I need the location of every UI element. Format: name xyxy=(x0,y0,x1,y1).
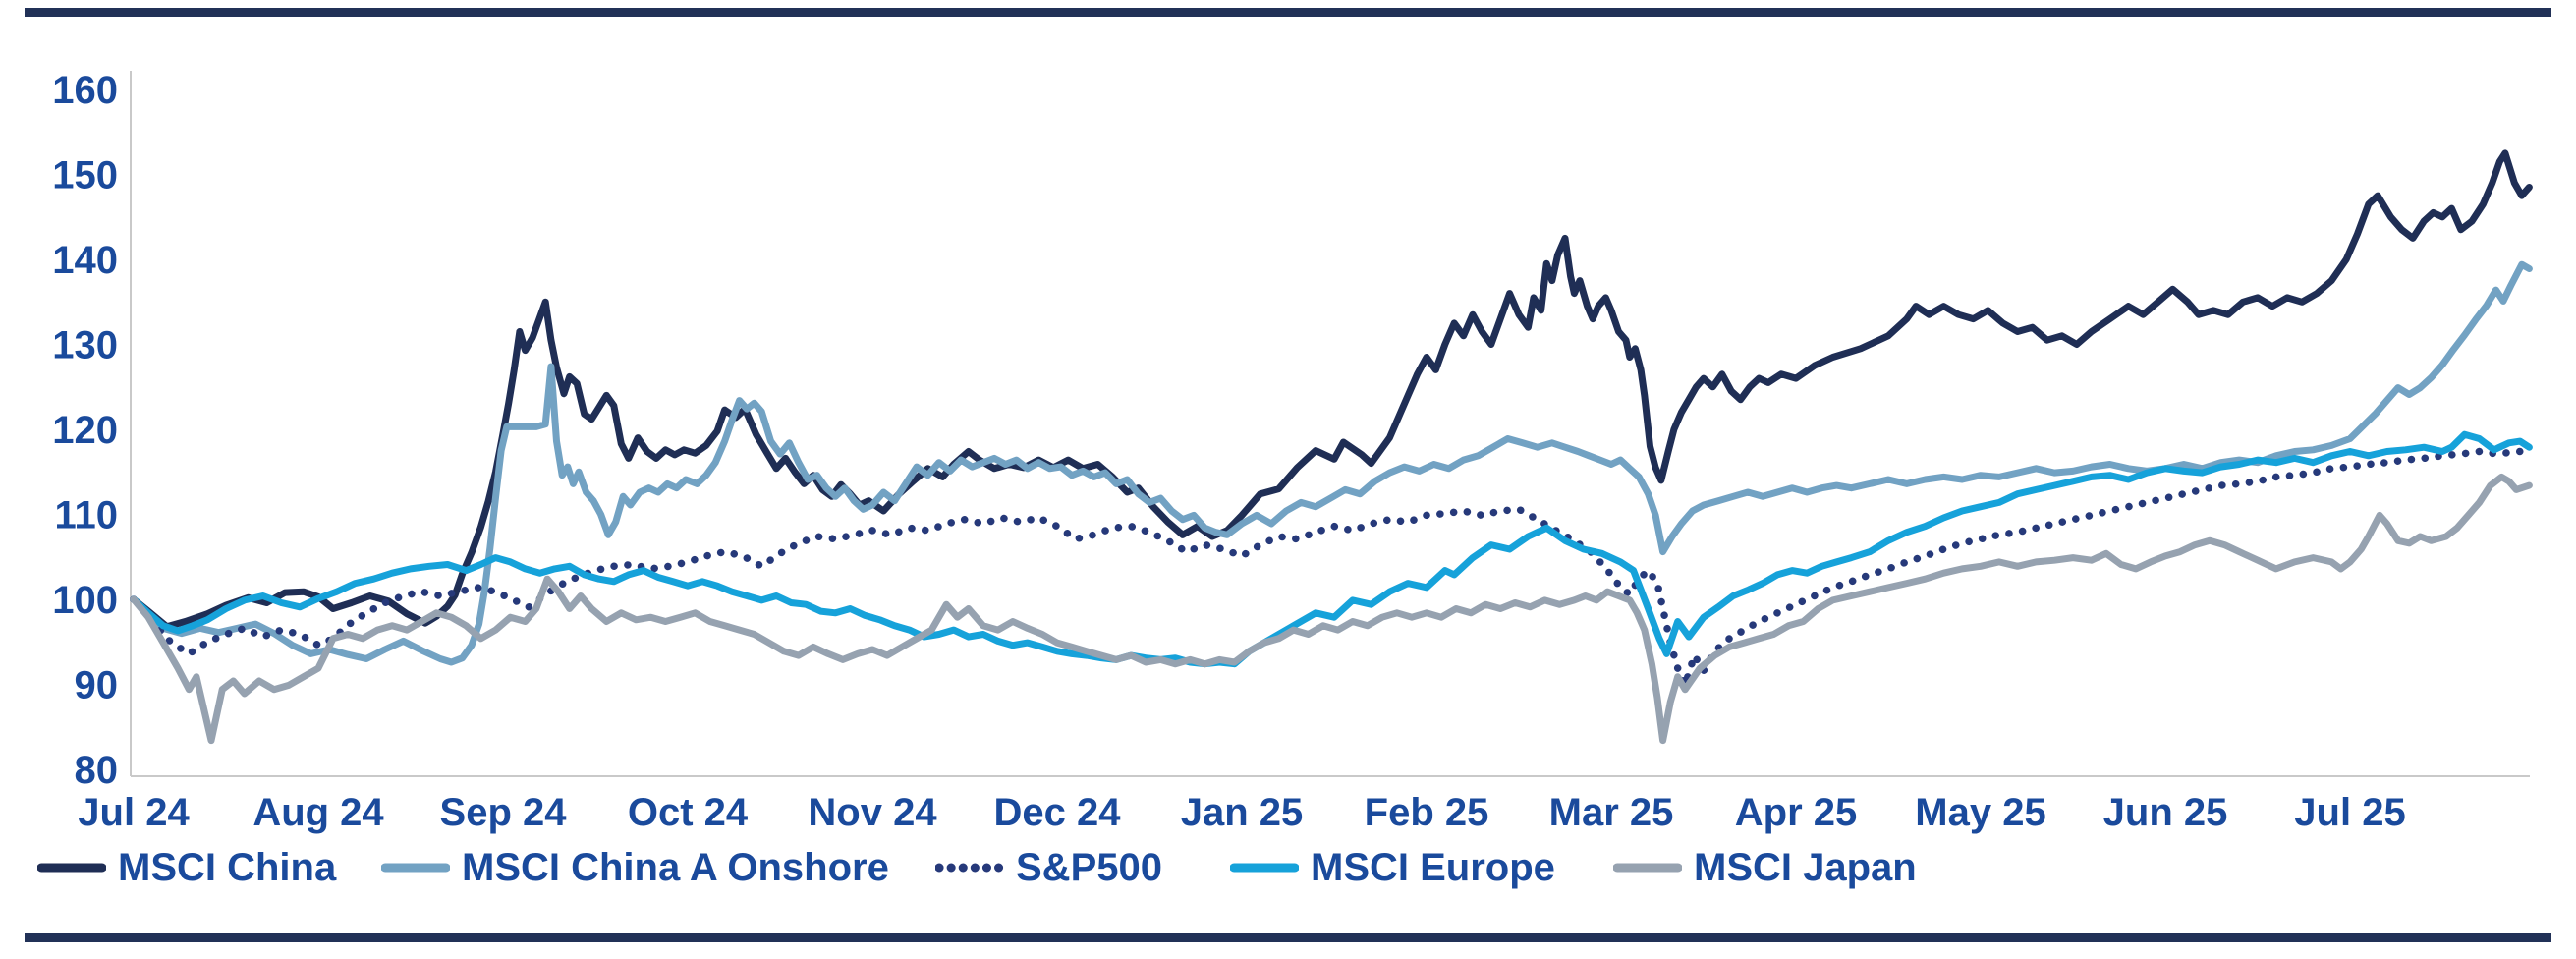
legend-item-msci-europe: MSCI Europe xyxy=(1230,845,1555,890)
x-tick-label: Dec 24 xyxy=(994,791,1122,834)
bottom-border-rule xyxy=(25,933,2551,942)
y-tick-label: 130 xyxy=(52,324,118,367)
series-line-s-p500 xyxy=(130,447,2534,690)
legend-label-msci-europe: MSCI Europe xyxy=(1311,846,1555,889)
x-tick-label: Aug 24 xyxy=(252,791,384,834)
legend-item-s-p500: S&P500 xyxy=(935,845,1162,890)
y-tick-label: 160 xyxy=(52,69,118,112)
chart-legend: MSCI China MSCI China A Onshore S&P500 MSCI… xyxy=(0,845,2576,890)
series-line-msci-china xyxy=(130,149,2533,631)
x-tick-label: Oct 24 xyxy=(628,791,749,834)
y-tick-label: 90 xyxy=(75,664,119,707)
y-tick-label: 80 xyxy=(75,749,119,792)
legend-swatch-s-p500 xyxy=(935,863,1004,873)
y-tick-label: 150 xyxy=(52,154,118,197)
x-tick-label: Feb 25 xyxy=(1365,791,1489,834)
x-tick-label: Jan 25 xyxy=(1181,791,1304,834)
legend-label-msci-japan: MSCI Japan xyxy=(1694,846,1917,889)
legend-label-s-p500: S&P500 xyxy=(1016,846,1162,889)
x-tick-label: Mar 25 xyxy=(1549,791,1674,834)
legend-label-msci-china: MSCI China xyxy=(118,846,337,889)
series-line-msci-china-a-onshore xyxy=(130,260,2533,666)
legend-swatch-msci-china xyxy=(37,863,106,873)
legend-swatch-msci-china-a-onshore xyxy=(381,863,450,873)
series-line-msci-japan xyxy=(130,473,2533,745)
top-border-rule xyxy=(25,8,2551,17)
x-tick-label: Jul 25 xyxy=(2294,791,2405,834)
legend-item-msci-china: MSCI China xyxy=(37,845,336,890)
x-tick-label: May 25 xyxy=(1915,791,2045,834)
legend-swatch-msci-japan xyxy=(1613,863,1682,873)
x-tick-label: Sep 24 xyxy=(440,791,568,834)
x-tick-label: Jul 24 xyxy=(78,791,190,834)
x-tick-label: Apr 25 xyxy=(1735,791,1858,834)
y-tick-label: 120 xyxy=(52,409,118,452)
y-tick-label: 110 xyxy=(54,494,118,537)
y-tick-label: 100 xyxy=(52,579,118,622)
x-tick-label: Jun 25 xyxy=(2103,791,2228,834)
legend-label-msci-china-a-onshore: MSCI China A Onshore xyxy=(462,846,889,889)
x-tick-label: Nov 24 xyxy=(808,791,937,834)
y-tick-label: 140 xyxy=(52,239,118,282)
legend-item-msci-japan: MSCI Japan xyxy=(1613,845,1917,890)
legend-item-msci-china-a-onshore: MSCI China A Onshore xyxy=(381,845,889,890)
series-line-msci-europe xyxy=(130,430,2533,668)
legend-swatch-msci-europe xyxy=(1230,863,1299,873)
